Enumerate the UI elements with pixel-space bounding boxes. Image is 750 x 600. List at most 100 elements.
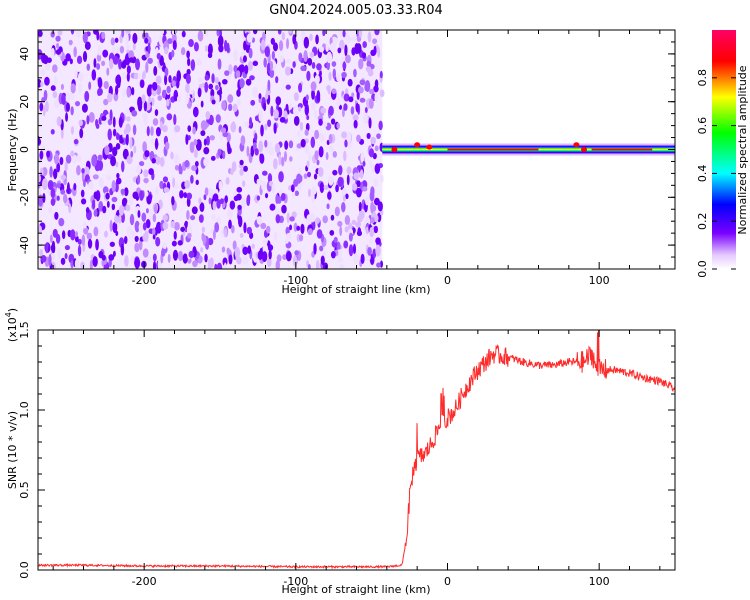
heatmap-cell — [298, 234, 304, 242]
heatmap-cell — [216, 89, 223, 96]
heatmap-cell — [322, 215, 328, 224]
heatmap-cell — [216, 216, 221, 223]
heatmap-cell — [307, 57, 313, 66]
heatmap-cell — [376, 262, 381, 268]
heatmap-cell — [365, 196, 370, 206]
x-tick-label: -100 — [283, 575, 308, 588]
heatmap-cell — [233, 195, 239, 202]
heatmap-cell — [50, 85, 56, 92]
heatmap-cell — [77, 244, 82, 257]
heatmap-cell — [187, 57, 191, 67]
heatmap-cell — [98, 200, 104, 212]
heatmap-cell — [288, 102, 293, 110]
heatmap-cell — [190, 215, 196, 221]
heatmap-cell — [305, 94, 309, 101]
heatmap-cell — [174, 164, 179, 171]
heatmap-cell — [318, 118, 323, 126]
signal-peak — [391, 147, 398, 152]
heatmap-cell — [159, 30, 165, 35]
heatmap-cell — [60, 83, 65, 90]
heatmap-cell — [53, 168, 58, 180]
heatmap-cell — [238, 215, 243, 228]
heatmap-cell — [186, 68, 191, 75]
heatmap-cell — [153, 66, 158, 76]
heatmap-cell — [278, 171, 284, 183]
heatmap-cell — [50, 129, 55, 135]
heatmap-cell — [336, 122, 340, 129]
heatmap-cell — [372, 38, 378, 45]
heatmap-cell — [204, 253, 208, 263]
heatmap-cell — [96, 63, 101, 70]
heatmap-cell — [138, 222, 144, 233]
heatmap-cell — [126, 65, 131, 74]
heatmap-cell — [274, 143, 281, 154]
heatmap-cell — [186, 210, 190, 220]
x-tick-label: -100 — [283, 274, 308, 287]
heatmap-cell — [191, 206, 198, 215]
heatmap-cell — [152, 118, 159, 126]
heatmap-cell — [101, 60, 106, 67]
heatmap-cell — [120, 188, 125, 195]
heatmap-cell — [115, 142, 121, 150]
heatmap-cell — [58, 217, 65, 227]
heatmap-cell — [146, 36, 152, 46]
heatmap-cell — [38, 174, 41, 183]
heatmap-cell — [142, 141, 148, 153]
heatmap-cell — [162, 242, 167, 250]
heatmap-cell — [353, 119, 358, 129]
heatmap-cell — [83, 226, 89, 235]
heatmap-cell — [152, 213, 157, 223]
heatmap-cell — [121, 160, 125, 173]
heatmap-cell — [203, 194, 207, 201]
heatmap-cell — [256, 195, 261, 201]
heatmap-cell — [209, 135, 215, 141]
heatmap-cell — [188, 39, 194, 48]
heatmap-cell — [369, 226, 375, 238]
heatmap-cell — [332, 169, 338, 176]
heatmap-cell — [263, 57, 267, 68]
heatmap-cell — [166, 113, 173, 121]
heatmap-cell — [311, 62, 316, 69]
heatmap-cell — [143, 117, 148, 126]
heatmap-cell — [352, 183, 358, 191]
heatmap-cell — [143, 177, 149, 184]
heatmap-cell — [244, 64, 249, 75]
heatmap-cell — [304, 144, 310, 154]
colorbar-label: Normalized spectral amplitude — [736, 65, 749, 234]
heatmap-cell — [359, 79, 366, 86]
x-tick-label: -200 — [132, 274, 157, 287]
heatmap-cell — [260, 39, 266, 51]
heatmap-cell — [359, 169, 364, 179]
heatmap-cell — [111, 203, 116, 211]
heatmap-cell — [66, 182, 70, 195]
heatmap-cell — [82, 31, 88, 44]
heatmap-cell — [112, 45, 116, 56]
heatmap-cell — [376, 133, 381, 139]
heatmap-cell — [352, 243, 357, 255]
heatmap-cell — [243, 165, 248, 172]
heatmap-cell — [150, 137, 155, 145]
heatmap-cell — [198, 214, 204, 223]
heatmap-cell — [260, 124, 264, 137]
heatmap-cell — [197, 30, 204, 42]
heatmap-cell — [96, 53, 102, 62]
heatmap-cell — [115, 132, 120, 141]
heatmap-cell — [267, 79, 271, 92]
heatmap-cell — [336, 97, 341, 107]
heatmap-cell — [194, 160, 199, 167]
heatmap-cell — [373, 197, 380, 206]
heatmap-cell — [38, 194, 44, 207]
heatmap-cell — [75, 30, 81, 38]
heatmap-cell — [180, 226, 186, 232]
heatmap-cell — [80, 189, 85, 198]
heatmap-cell — [332, 37, 339, 44]
heatmap-cell — [318, 46, 324, 53]
heatmap-cell — [298, 52, 303, 62]
heatmap-cell — [184, 180, 191, 189]
heatmap-cell — [142, 248, 149, 258]
heatmap-cell — [111, 196, 118, 203]
heatmap-cell — [327, 87, 331, 95]
heatmap-cell — [64, 244, 71, 251]
